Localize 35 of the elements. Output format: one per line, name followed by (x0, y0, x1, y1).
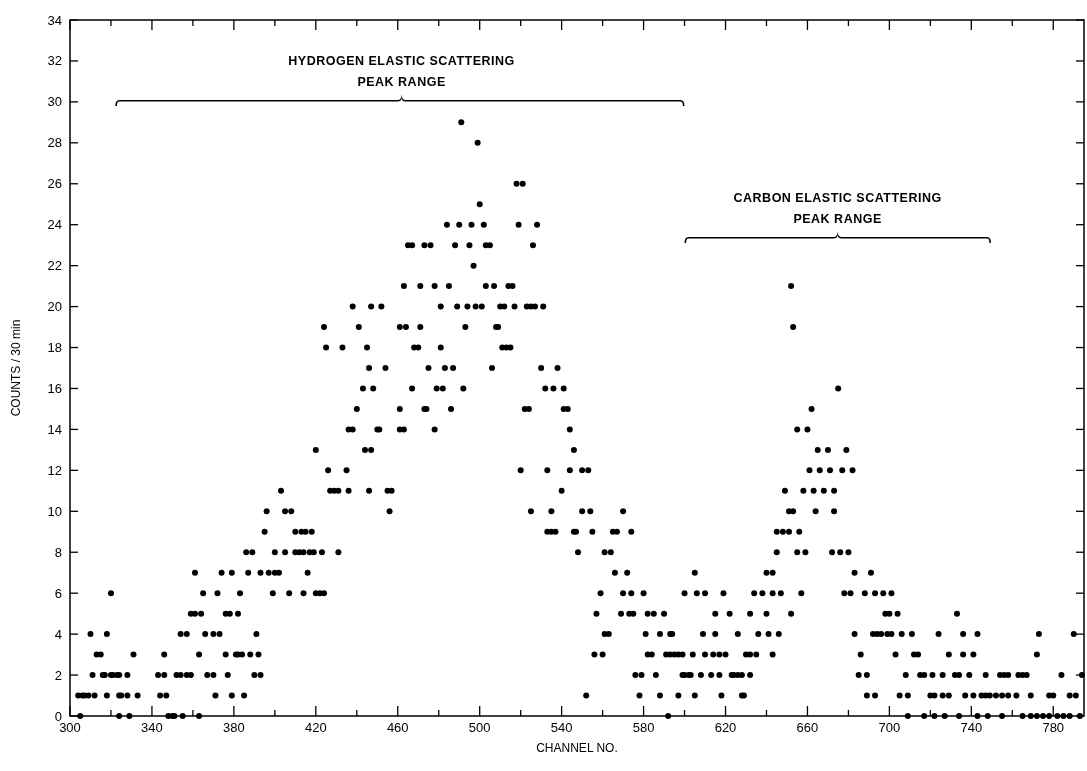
x-tick-label: 340 (141, 720, 163, 735)
x-tick-label: 700 (878, 720, 901, 735)
y-tick-label: 6 (54, 585, 62, 601)
annotation: CARBON ELASTIC SCATTERING PEAK RANGE (733, 191, 942, 226)
x-tick-label: 620 (714, 720, 737, 735)
y-tick-label: 20 (47, 299, 62, 315)
x-tick-label: 740 (960, 720, 983, 735)
y-tick-label: 10 (47, 503, 62, 519)
y-tick-label: 24 (47, 217, 62, 233)
y-tick-label: 32 (47, 53, 62, 69)
x-tick-label: 500 (468, 720, 491, 735)
x-tick-label: 540 (550, 720, 573, 735)
x-tick-label: 460 (386, 720, 409, 735)
y-tick-label: 34 (47, 12, 62, 28)
annotation: HYDROGEN ELASTIC SCATTERING PEAK RANGE (288, 54, 515, 89)
y-tick-label: 8 (54, 544, 62, 560)
x-tick-label: 780 (1042, 720, 1065, 735)
y-tick-label: 28 (47, 135, 62, 151)
y-axis-title: COUNTS / 30 min (9, 319, 23, 417)
y-tick-label: 4 (54, 626, 62, 642)
x-tick-label: 380 (223, 720, 245, 735)
y-tick-label: 14 (47, 421, 62, 437)
y-tick-label: 30 (47, 94, 62, 110)
y-tick-label: 22 (47, 258, 62, 274)
y-tick-label: 2 (54, 667, 62, 683)
x-tick-label: 300 (59, 720, 81, 735)
x-tick-label: 420 (304, 720, 327, 735)
y-tick-label: 16 (47, 380, 62, 396)
x-axis-title: CHANNEL NO. (536, 741, 618, 755)
x-tick-label: 660 (796, 720, 819, 735)
y-tick-label: 18 (47, 340, 62, 356)
x-tick-label: 580 (632, 720, 655, 735)
y-tick-label: 12 (47, 462, 62, 478)
y-tick-label: 26 (47, 176, 62, 192)
y-tick-label: 0 (54, 708, 62, 724)
